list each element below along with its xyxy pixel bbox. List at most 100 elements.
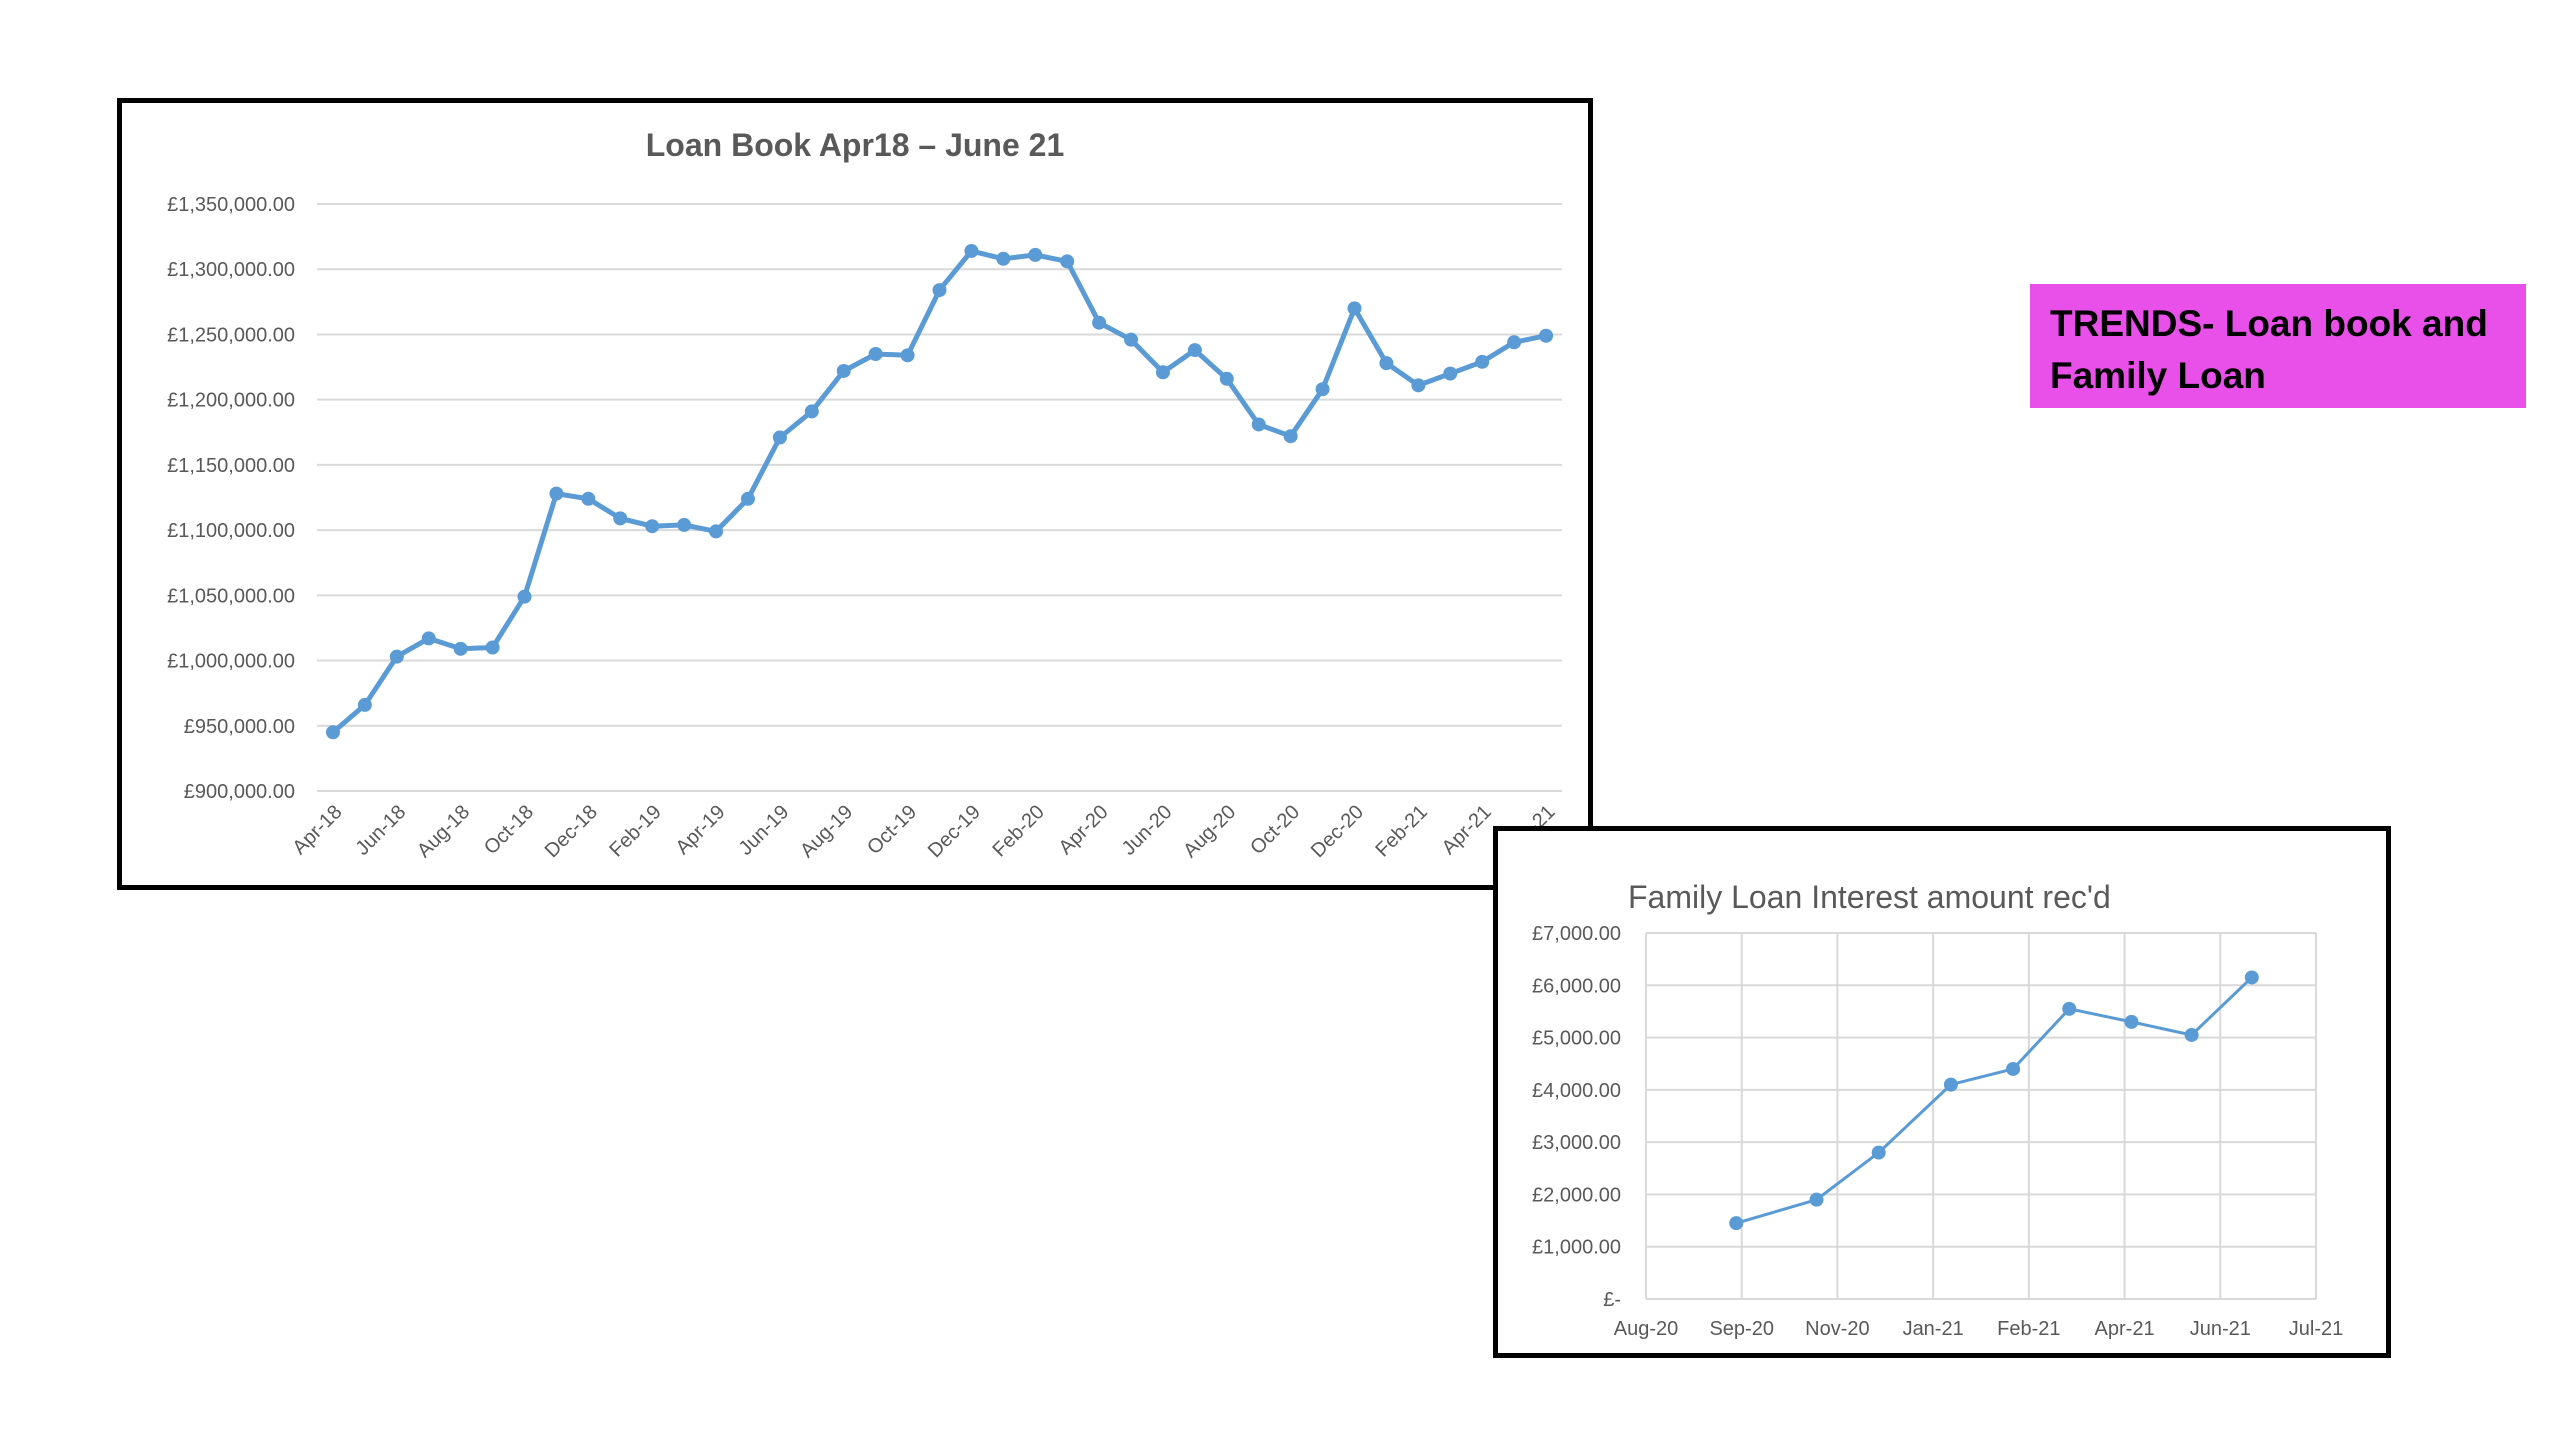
data-point: [2006, 1061, 2021, 1076]
data-point: [932, 283, 947, 298]
data-point: [1539, 328, 1554, 343]
x-tick-label: Apr-21: [2095, 1318, 2155, 1340]
y-tick-label: £1,350,000.00: [167, 194, 295, 216]
y-tick-label: £3,000.00: [1532, 1132, 1621, 1154]
x-tick-label: Apr-20: [1055, 801, 1113, 859]
data-point: [2062, 1001, 2077, 1016]
x-tick-label: Feb-21: [1997, 1318, 2060, 1340]
x-tick-label: Jan-21: [1903, 1318, 1964, 1340]
data-point: [1092, 315, 1107, 330]
data-point: [709, 524, 724, 539]
data-point: [1943, 1077, 1958, 1092]
data-point: [677, 517, 692, 532]
y-tick-label: £4,000.00: [1532, 1080, 1621, 1102]
y-tick-label: £7,000.00: [1532, 923, 1621, 945]
y-tick-label: £-: [1603, 1289, 1621, 1311]
data-point: [740, 491, 755, 506]
x-tick-label: Dec-19: [924, 801, 985, 862]
chart-title: Loan Book Apr18 – June 21: [645, 127, 1065, 163]
data-point: [1251, 417, 1266, 432]
y-tick-label: £6,000.00: [1532, 975, 1621, 997]
data-point: [1028, 247, 1043, 262]
data-point: [1411, 378, 1426, 393]
family-loan-chart: Family Loan Interest amount rec'd £- £1,0…: [1493, 826, 2391, 1358]
y-tick-label: £950,000.00: [184, 716, 295, 738]
data-point: [1871, 1145, 1886, 1160]
data-point: [1315, 382, 1330, 397]
data-point: [1347, 301, 1362, 316]
data-point: [900, 348, 915, 363]
loan-book-chart: Loan Book Apr18 – June 21 £900,000.00 £95…: [117, 98, 1593, 890]
y-tick-label: £2,000.00: [1532, 1184, 1621, 1206]
data-point: [996, 251, 1011, 266]
y-tick-label: £1,000,000.00: [167, 651, 295, 673]
x-tick-label: Jul-21: [2289, 1318, 2343, 1340]
data-point: [613, 511, 628, 526]
data-point: [964, 243, 979, 258]
loan-book-plot: £900,000.00 £950,000.00 £1,000,000.00 £1,05…: [167, 194, 1562, 862]
data-point: [389, 649, 404, 664]
y-tick-label: £1,150,000.00: [167, 455, 295, 477]
y-tick-label: £1,000.00: [1532, 1237, 1621, 1259]
data-point: [1283, 429, 1298, 444]
data-point: [1379, 356, 1394, 371]
data-point: [2184, 1027, 2199, 1042]
y-tick-label: £900,000.00: [184, 781, 295, 803]
x-tick-label: Jun-20: [1118, 801, 1177, 860]
data-point: [485, 640, 500, 655]
data-point: [868, 347, 883, 362]
y-tick-label: £1,050,000.00: [167, 585, 295, 607]
trends-label: TRENDS- Loan book and Family Loan: [2030, 284, 2526, 408]
family-loan-plot: £- £1,000.00 £2,000.00 £3,000.00 £4,000.00 £5…: [1532, 923, 2343, 1340]
data-point: [1475, 354, 1490, 369]
data-point: [581, 491, 596, 506]
x-tick-label: Dec-20: [1307, 801, 1368, 862]
data-point: [549, 486, 564, 501]
data-point: [357, 697, 372, 712]
y-tick-label: £1,100,000.00: [167, 520, 295, 542]
data-point: [2244, 970, 2259, 985]
x-tick-label: Dec-18: [541, 801, 602, 862]
x-tick-label: Jun-18: [352, 801, 411, 860]
x-tick-label: Oct-18: [480, 801, 538, 859]
series-line: [1734, 975, 2254, 1225]
x-tick-label: Jun-21: [2190, 1318, 2251, 1340]
data-point: [517, 589, 532, 604]
x-tick-label: Sep-20: [1709, 1318, 1774, 1340]
data-point: [2124, 1014, 2139, 1029]
data-point: [1060, 254, 1075, 269]
x-tick-label: Apr-18: [288, 801, 346, 859]
data-point: [1729, 1216, 1744, 1231]
data-point: [453, 641, 468, 656]
x-tick-label: Feb-19: [605, 801, 665, 861]
y-tick-label: £1,300,000.00: [167, 259, 295, 281]
data-point: [1443, 366, 1458, 381]
x-tick-label: Aug-20: [1614, 1318, 1679, 1340]
data-point: [772, 430, 787, 445]
data-point: [325, 725, 340, 740]
data-point: [421, 631, 436, 646]
x-tick-label: Apr-21: [1438, 801, 1496, 859]
data-point: [1124, 332, 1139, 347]
x-tick-label: Oct-19: [863, 801, 921, 859]
y-tick-label: £1,250,000.00: [167, 324, 295, 346]
data-point: [1809, 1192, 1824, 1207]
x-tick-label: Aug-19: [796, 801, 857, 862]
data-point: [1155, 365, 1170, 380]
x-tick-label: Feb-21: [1372, 801, 1432, 861]
x-tick-label: Oct-20: [1246, 801, 1304, 859]
data-point: [1187, 343, 1202, 358]
chart-title: Family Loan Interest amount rec'd: [1628, 879, 2111, 915]
x-tick-label: Aug-18: [413, 801, 474, 862]
data-point: [836, 363, 851, 378]
data-point: [645, 519, 660, 534]
data-point: [1219, 371, 1234, 386]
x-tick-label: Feb-20: [988, 801, 1048, 861]
y-tick-label: £5,000.00: [1532, 1028, 1621, 1050]
x-tick-label: Aug-20: [1179, 801, 1240, 862]
x-tick-label: Nov-20: [1805, 1318, 1869, 1340]
data-point: [804, 404, 819, 419]
y-tick-label: £1,200,000.00: [167, 390, 295, 412]
data-point: [1507, 335, 1522, 350]
x-tick-label: Apr-19: [672, 801, 730, 859]
